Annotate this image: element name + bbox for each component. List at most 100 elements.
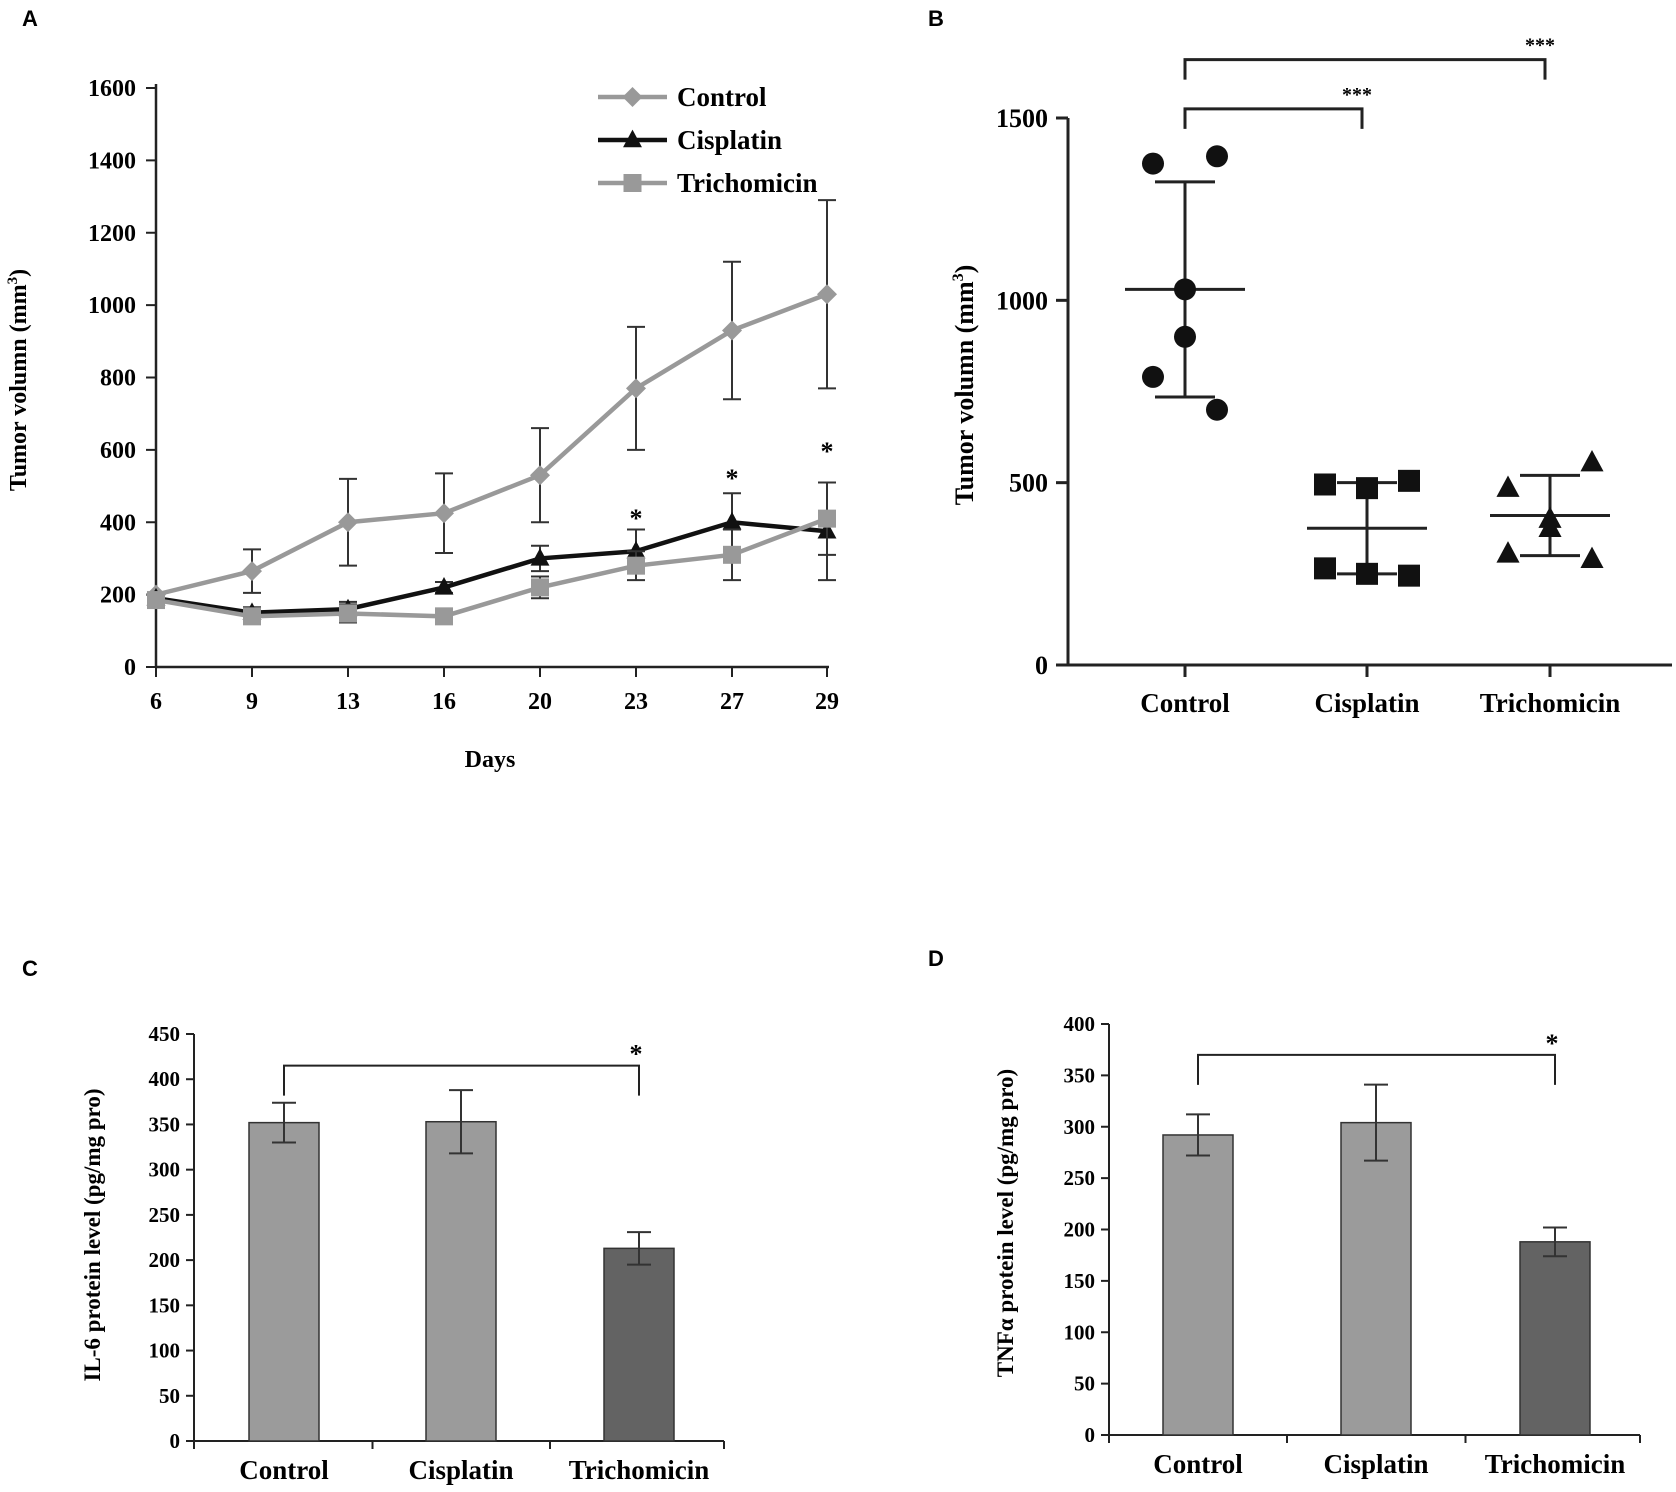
panel-c-y-tick-label: 100 (149, 1339, 181, 1363)
panel-a-x-tick-label: 27 (720, 689, 744, 715)
panel-a-y-label-end: ) (6, 269, 32, 277)
panel-a-legend-control-marker (622, 87, 643, 107)
panel-b-y-label-end: ) (950, 265, 979, 274)
panel-b-cisplatin-point (1356, 562, 1378, 585)
panel-a-trichomicin-point (243, 607, 261, 626)
panel-a-trichomicin-point (723, 545, 741, 564)
panel-b-trichomicin-point (1580, 546, 1604, 569)
panel-b-cisplatin-point (1356, 477, 1378, 500)
panel-a-control-point (242, 561, 262, 582)
panel-d-y-tick-label: 300 (1064, 1115, 1096, 1139)
panel-a-trichomicin-point (435, 607, 453, 626)
panel-b-y-label-main: Tumor volumn (mm (950, 281, 979, 505)
panel-c-letter: C (22, 956, 38, 981)
panel-a-control-point (817, 284, 837, 305)
panel-a-x-tick-label: 16 (432, 689, 456, 715)
panel-b: B Tumor volumn (mm3) 0 500 1000 1500 Control… (928, 6, 1672, 718)
panel-c-bar-control (248, 1121, 320, 1442)
panel-a-x-tick-label: 9 (246, 689, 258, 715)
panel-a-cisplatin-point (626, 540, 646, 559)
panel-b-trichomicin-point (1538, 515, 1562, 538)
panel-b-x-tick-label: Cisplatin (1314, 688, 1419, 718)
panel-c-y-tick-label: 0 (170, 1429, 181, 1453)
panel-d-y-axis-label: TNFα protein level (pg/mg pro) (993, 1069, 1018, 1377)
panel-d-y-tick-label: 350 (1064, 1063, 1096, 1087)
panel-a-control-point (722, 320, 742, 341)
panel-a-y-tick-label: 1400 (88, 148, 136, 174)
panel-d-significance-star: * (1546, 1029, 1559, 1058)
panel-a-control-point (530, 465, 550, 486)
panel-c-y-tick-label: 150 (149, 1293, 181, 1317)
panel-c-y-tick-label: 450 (149, 1022, 181, 1046)
panel-c-y-tick-label: 200 (149, 1248, 181, 1272)
panel-b-control-point (1206, 145, 1228, 168)
panel-b-control-point (1206, 398, 1228, 421)
panel-b-x-tick-label: Trichomicin (1480, 688, 1620, 718)
panel-a-legend-control-label: Control (677, 82, 767, 112)
panel-d: D TNFα protein level (pg/mg pro) 0 50 100 1… (928, 946, 1641, 1479)
panel-a-trichomicin-point (531, 578, 549, 597)
panel-a-cisplatin-point (722, 511, 742, 530)
panel-d-y-tick-label: 0 (1085, 1423, 1096, 1447)
panel-a-axes: 0 200 400 600 800 1000 1200 1400 1600 6 9 13 16 20 23 2… (88, 76, 839, 715)
panel-a-x-tick-label: 29 (815, 689, 839, 715)
panel-d-y-tick-label: 400 (1064, 1012, 1096, 1036)
panel-b-y-tick-label: 0 (1035, 651, 1048, 680)
panel-b-significance-bracket (1183, 107, 1364, 129)
panel-d-y-tick-label: 250 (1064, 1166, 1096, 1190)
panel-c-y-tick-label: 250 (149, 1203, 181, 1227)
panel-b-cisplatin-point (1398, 564, 1420, 587)
panel-c-y-tick-label: 400 (149, 1067, 181, 1091)
panel-d-y-tick-label: 200 (1064, 1218, 1096, 1242)
panel-a-legend-cisplatin-marker (623, 129, 642, 148)
panel-a-trichomicin-point (147, 591, 165, 610)
panel-b-significance-stars: *** (1342, 84, 1372, 106)
panel-d-bar-cisplatin (1340, 1121, 1412, 1436)
panel-c-significance-star: * (630, 1040, 643, 1069)
panel-a-control-point (338, 512, 358, 533)
panel-a-significance-star: * (726, 464, 739, 493)
panel-d-x-tick-label: Control (1153, 1449, 1243, 1479)
panel-a-y-tick-label: 200 (100, 583, 136, 609)
panel-c-significance-bracket (283, 1064, 640, 1096)
panel-a-control-point (626, 378, 646, 399)
panel-b-y-tick-label: 1000 (996, 286, 1048, 315)
panel-a-control-line (155, 292, 828, 597)
panel-a-trichomicin-line (155, 516, 828, 619)
panel-a-x-tick-label: 6 (150, 689, 162, 715)
panel-d-x-tick-label: Trichomicin (1485, 1449, 1625, 1479)
panel-b-control-point (1174, 278, 1196, 301)
panel-b-y-axis-label: Tumor volumn (mm3) (950, 265, 979, 506)
panel-d-y-tick-label: 150 (1064, 1269, 1096, 1293)
panel-b-significance-stars: *** (1525, 35, 1555, 57)
panel-a-y-label-main: Tumor volumn (mm (6, 284, 32, 491)
panel-a-legend-trichomicin-marker (623, 174, 642, 192)
panel-d-letter: D (928, 946, 944, 971)
panel-b-x-tick-label: Control (1140, 688, 1230, 718)
panel-d-y-tick-label: 50 (1074, 1372, 1095, 1396)
panel-c-y-tick-label: 300 (149, 1158, 181, 1182)
panel-a-y-tick-label: 600 (100, 438, 136, 464)
panel-c-axes: 0 50 100 150 200 250 300 350 400 450 Control Cispla… (149, 1022, 725, 1485)
panel-a-x-tick-label: 23 (624, 689, 648, 715)
panel-b-y-tick-label: 500 (1009, 469, 1048, 498)
panel-a-trichomicin-point (627, 556, 645, 575)
panel-a-trichomicin-point (818, 509, 836, 528)
panel-a-cisplatin-point (434, 577, 454, 595)
panel-d-bar-trichomicin (1519, 1241, 1591, 1436)
panel-c-bar-trichomicin (603, 1247, 675, 1442)
panel-a-x-tick-label: 20 (528, 689, 552, 715)
panel-a: A Tumor volumn (mm3) Days 0 200 400 600 800 1… (5, 6, 839, 773)
panel-a-cisplatin-line (155, 519, 828, 615)
panel-b-control-point (1142, 152, 1164, 175)
panel-a-y-tick-label: 800 (100, 366, 136, 392)
panel-c: C IL-6 protein level (pg/mg pro) 0 50 100 1… (22, 956, 725, 1485)
panel-b-trichomicin-point (1496, 475, 1520, 497)
panel-a-legend: Control Cisplatin Trichomicin (598, 82, 817, 198)
panel-a-cisplatin-point (530, 548, 550, 566)
panel-b-cisplatin-point (1314, 473, 1336, 496)
panel-a-y-tick-label: 1600 (88, 76, 136, 102)
panel-a-x-tick-label: 13 (336, 689, 360, 715)
panel-c-x-tick-label: Trichomicin (569, 1455, 709, 1485)
